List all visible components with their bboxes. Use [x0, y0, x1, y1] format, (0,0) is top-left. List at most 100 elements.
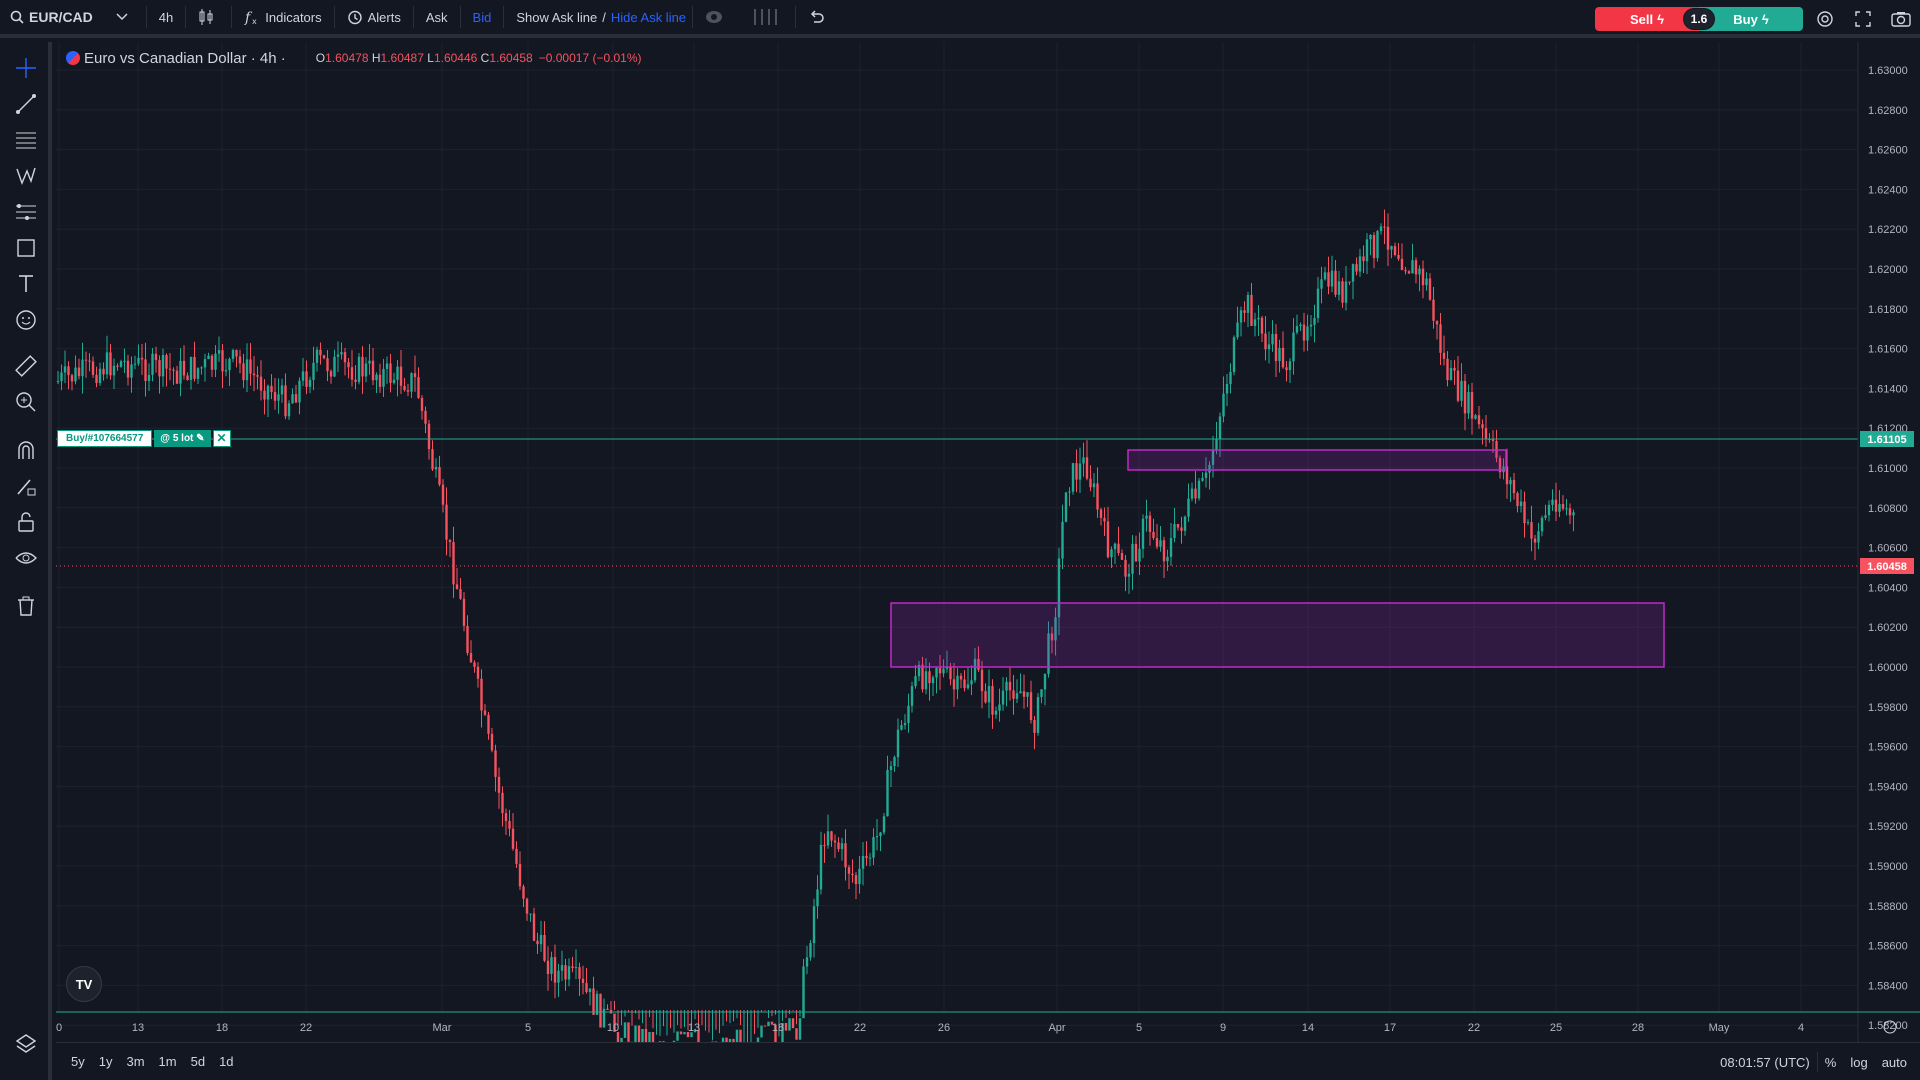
- candle-body: [816, 889, 819, 907]
- undo-button[interactable]: [796, 0, 841, 34]
- legend-title[interactable]: Euro vs Canadian Dollar · 4h ·: [84, 49, 286, 67]
- price-axis[interactable]: 1.63000 1.62800 1.62600 1.62400 1.62200 1.620…: [1868, 65, 1908, 1032]
- log-toggle[interactable]: log: [1850, 1054, 1868, 1070]
- settings-icon[interactable]: [1883, 1020, 1897, 1034]
- candle-body: [1281, 347, 1285, 368]
- range-button[interactable]: 5y: [71, 1054, 85, 1069]
- position-name[interactable]: Buy/#107664577: [57, 430, 153, 447]
- trend-line-tool[interactable]: [10, 88, 42, 120]
- candle-body: [623, 1022, 627, 1038]
- bid-button[interactable]: Bid: [461, 0, 504, 34]
- candle-body: [382, 368, 385, 387]
- time-tick: Apr: [1048, 1022, 1065, 1034]
- chart-type-button[interactable]: [186, 0, 231, 34]
- lock-tool[interactable]: [10, 506, 42, 538]
- candle-body: [406, 390, 410, 392]
- time-tick: 28: [1632, 1022, 1644, 1034]
- range-button[interactable]: 1m: [158, 1054, 177, 1069]
- crosshair-tool[interactable]: [10, 52, 42, 84]
- candle-body: [1446, 358, 1449, 381]
- candle-body: [1302, 324, 1306, 341]
- drawing-lock-tool[interactable]: [10, 470, 42, 502]
- buy-button[interactable]: Buy ϟ: [1699, 7, 1803, 31]
- ask-button[interactable]: Ask: [414, 0, 460, 34]
- settings-icon[interactable]: [1806, 10, 1844, 28]
- candle-body: [116, 365, 119, 367]
- columns-icon: [754, 9, 778, 25]
- candle-body: [161, 355, 165, 377]
- candle-body: [893, 757, 896, 767]
- candle-body: [182, 360, 186, 376]
- range-button[interactable]: 3m: [126, 1054, 145, 1069]
- tradingview-logo[interactable]: TV: [66, 966, 102, 1002]
- position-qty[interactable]: @ 5 lot ✎: [154, 430, 211, 447]
- fullscreen-icon[interactable]: [1844, 11, 1882, 27]
- visibility-button[interactable]: [693, 0, 740, 34]
- shapes-tool[interactable]: [10, 232, 42, 264]
- candle-body: [74, 367, 77, 382]
- candle-body: [1264, 333, 1267, 350]
- alerts-button[interactable]: Alerts: [335, 0, 413, 34]
- candle-body: [994, 710, 998, 715]
- auto-toggle[interactable]: auto: [1881, 1054, 1907, 1070]
- price-chart[interactable]: 1.63000 1.62800 1.62600 1.62400 1.62200 1.620…: [56, 42, 1920, 1042]
- candle-body: [396, 366, 399, 380]
- forecast-tool[interactable]: [10, 196, 42, 228]
- logo-text: TV: [75, 976, 93, 992]
- candle-body: [375, 374, 378, 381]
- hide-tool[interactable]: [10, 542, 42, 574]
- candle-body: [172, 369, 175, 371]
- candle-body: [193, 356, 196, 379]
- candle-body: [1127, 573, 1131, 577]
- time-axis[interactable]: 0 13 18 22 Mar 5 10 13 18 22 26 Apr 5 9 14 17 22 25 28 May 4: [56, 1022, 1804, 1034]
- candle-body: [1327, 272, 1330, 287]
- candle-body: [788, 1018, 791, 1031]
- candle-body: [970, 680, 973, 685]
- candle-body: [1169, 537, 1173, 557]
- close-position-button[interactable]: ✕: [212, 430, 231, 447]
- supply-zone-upper[interactable]: [1127, 449, 1507, 471]
- magnet-tool[interactable]: [10, 434, 42, 466]
- range-button[interactable]: 1y: [98, 1054, 113, 1069]
- remove-tool[interactable]: [10, 590, 42, 622]
- candle-body: [833, 840, 837, 843]
- candle-body: [294, 394, 298, 403]
- range-button[interactable]: 5d: [190, 1054, 206, 1069]
- sell-button[interactable]: Sell ϟ: [1595, 7, 1699, 31]
- candle-body: [917, 664, 921, 677]
- camera-icon[interactable]: [1882, 11, 1920, 27]
- fib-tool[interactable]: [10, 124, 42, 156]
- position-label[interactable]: Buy/#107664577 @ 5 lot ✎ ✕: [57, 430, 231, 447]
- candle-body: [1180, 527, 1183, 531]
- candle-body: [690, 1032, 693, 1038]
- drawings[interactable]: [890, 449, 1665, 668]
- percent-toggle[interactable]: %: [1824, 1054, 1837, 1070]
- candle-body: [1218, 416, 1222, 440]
- emoji-tool[interactable]: [10, 304, 42, 336]
- clock[interactable]: 08:01:57 (UTC): [1720, 1054, 1810, 1070]
- object-tree-tool[interactable]: [10, 1028, 42, 1060]
- candle-body: [60, 372, 63, 382]
- interval-button[interactable]: 4h: [147, 0, 185, 34]
- columns-button[interactable]: [740, 0, 795, 34]
- pattern-tool[interactable]: [10, 160, 42, 192]
- time-tick: 5: [1136, 1022, 1142, 1034]
- candle-body: [417, 377, 420, 398]
- chart-pane[interactable]: 1.63000 1.62800 1.62600 1.62400 1.62200 1.620…: [56, 42, 1920, 1042]
- ruler-tool[interactable]: [10, 350, 42, 382]
- candle-body: [732, 1038, 735, 1042]
- zoom-tool[interactable]: [10, 386, 42, 418]
- candle-body: [427, 423, 431, 450]
- symbol-search[interactable]: EUR/CAD: [0, 0, 146, 34]
- time-axis-settings[interactable]: [1883, 1020, 1897, 1034]
- show-ask-line-link[interactable]: Show Ask line: [516, 9, 598, 25]
- open-value: 1.60478: [325, 51, 369, 65]
- hide-ask-line-link[interactable]: Hide Ask line: [610, 9, 687, 25]
- range-button[interactable]: 1d: [219, 1054, 234, 1069]
- candle-body: [1078, 463, 1082, 480]
- chevron-down-icon[interactable]: [115, 12, 129, 22]
- text-tool[interactable]: [10, 268, 42, 300]
- demand-zone-lower[interactable]: [890, 602, 1665, 668]
- candle-body: [973, 658, 977, 681]
